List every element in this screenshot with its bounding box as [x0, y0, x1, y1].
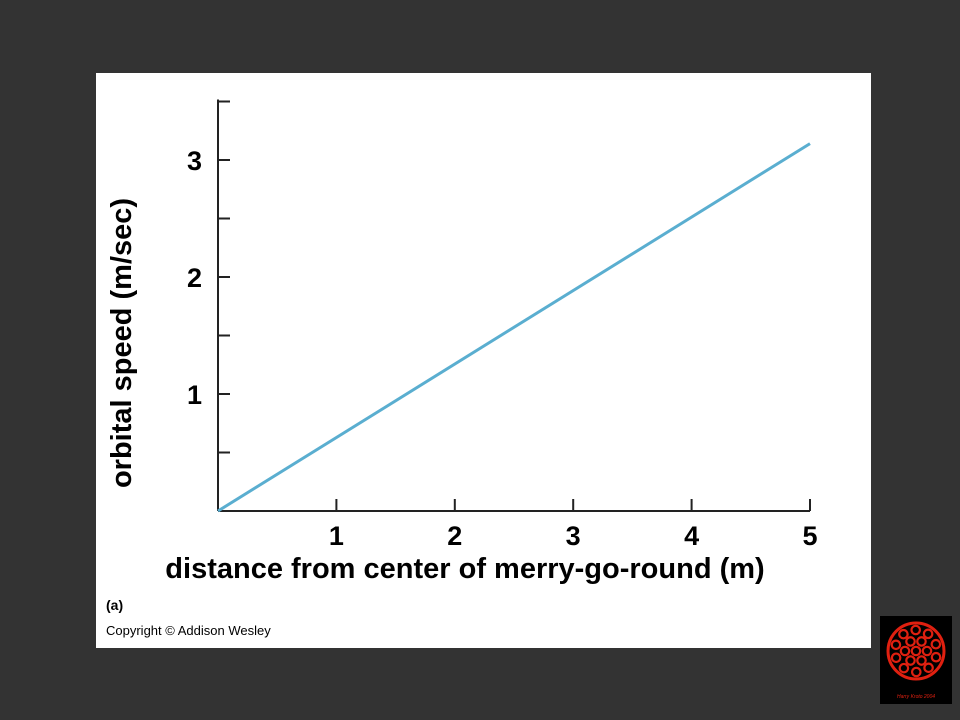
axes [217, 99, 810, 512]
copyright-text: Copyright © Addison Wesley [106, 623, 271, 638]
x-axis-label: distance from center of merry-go-round (… [165, 553, 764, 585]
y-tick-label: 2 [187, 263, 202, 293]
panel-label: (a) [106, 597, 124, 613]
y-tick-label: 3 [187, 146, 202, 176]
logo-text: Harry Kroto 2004 [897, 694, 935, 700]
buckyball-logo: Harry Kroto 2004 [880, 616, 952, 704]
x-tick-label: 4 [684, 521, 699, 551]
x-tick-label: 3 [566, 521, 581, 551]
series-line [217, 142, 811, 513]
line-chart: 1 2 3 1 2 3 4 5 distance from center of merry-g… [106, 99, 818, 585]
y-tick-label: 1 [187, 380, 202, 410]
ticks: 1 2 3 1 2 3 4 5 [187, 100, 818, 551]
series [217, 142, 811, 513]
buckyball-icon [886, 621, 946, 681]
x-tick-label: 2 [447, 521, 462, 551]
x-tick-label: 5 [802, 521, 817, 551]
x-tick-label: 1 [329, 521, 344, 551]
figure-panel: 1 2 3 1 2 3 4 5 distance from center of merry-g… [96, 73, 871, 648]
y-axis-label: orbital speed (m/sec) [106, 198, 138, 488]
